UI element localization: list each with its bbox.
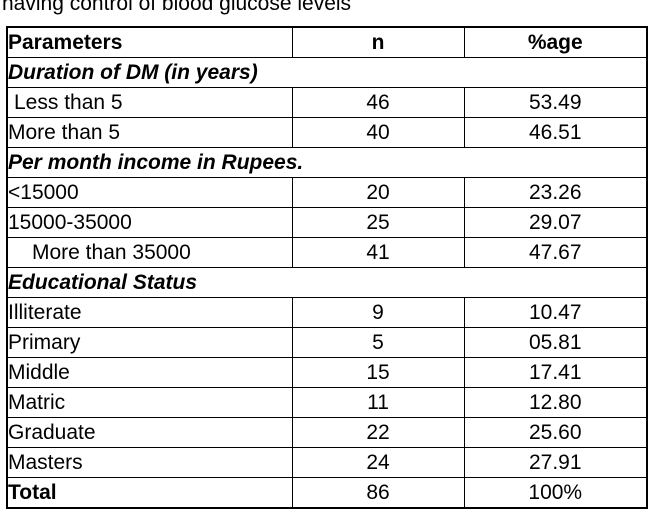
row-label: <15000 xyxy=(6,177,293,208)
row-n: 20 xyxy=(291,177,465,208)
row-n: 22 xyxy=(291,417,465,448)
row-percentage: 53.49 xyxy=(463,87,648,118)
section-row-education: Educational Status xyxy=(6,267,648,298)
parameters-table: Parameters n %age Duration of DM (in yea… xyxy=(6,26,648,509)
row-n: 25 xyxy=(291,207,465,238)
table-row: Less than 5 46 53.49 xyxy=(6,87,648,118)
header-n: n xyxy=(291,26,465,58)
row-percentage: 23.26 xyxy=(463,177,648,208)
row-label: Less than 5 xyxy=(6,87,293,118)
row-percentage: 46.51 xyxy=(463,117,648,148)
row-percentage: 47.67 xyxy=(463,237,648,268)
table-row: <15000 20 23.26 xyxy=(6,177,648,208)
row-percentage: 25.60 xyxy=(463,417,648,448)
row-percentage: 10.47 xyxy=(463,297,648,328)
row-n: 5 xyxy=(291,327,465,358)
row-percentage: 29.07 xyxy=(463,207,648,238)
table-row: Middle 15 17.41 xyxy=(6,357,648,388)
table-row: Matric 11 12.80 xyxy=(6,387,648,418)
row-n: 24 xyxy=(291,447,465,478)
row-percentage: 05.81 xyxy=(463,327,648,358)
row-label: 15000-35000 xyxy=(6,207,293,238)
row-label: Masters xyxy=(6,447,293,478)
row-label: Primary xyxy=(6,327,293,358)
row-percentage: 27.91 xyxy=(463,447,648,478)
header-percentage: %age xyxy=(463,26,648,58)
header-parameters: Parameters xyxy=(6,26,293,58)
row-label: Illiterate xyxy=(6,297,293,328)
table-row: Primary 5 05.81 xyxy=(6,327,648,358)
table-total-row: Total 86 100% xyxy=(6,477,648,509)
row-n: 46 xyxy=(291,87,465,118)
table-row: More than 35000 41 47.67 xyxy=(6,237,648,268)
row-label: More than 5 xyxy=(6,117,293,148)
table-caption: having control of blood glucose levels xyxy=(2,0,352,15)
row-n: 41 xyxy=(291,237,465,268)
section-row-income: Per month income in Rupees. xyxy=(6,147,648,178)
table-row: 15000-35000 25 29.07 xyxy=(6,207,648,238)
table-row: Masters 24 27.91 xyxy=(6,447,648,478)
total-percentage: 100% xyxy=(463,477,648,509)
table-row: Graduate 22 25.60 xyxy=(6,417,648,448)
row-n: 11 xyxy=(291,387,465,418)
row-percentage: 12.80 xyxy=(463,387,648,418)
total-n: 86 xyxy=(291,477,465,509)
section-row-duration: Duration of DM (in years) xyxy=(6,57,648,88)
section-title-education: Educational Status xyxy=(6,267,648,298)
table-row: More than 5 40 46.51 xyxy=(6,117,648,148)
section-title-income: Per month income in Rupees. xyxy=(6,147,648,178)
total-label: Total xyxy=(6,477,293,509)
row-label: More than 35000 xyxy=(6,237,293,268)
table-row: Illiterate 9 10.47 xyxy=(6,297,648,328)
row-n: 15 xyxy=(291,357,465,388)
table-header-row: Parameters n %age xyxy=(6,26,648,58)
row-label: Graduate xyxy=(6,417,293,448)
row-n: 40 xyxy=(291,117,465,148)
row-label: Matric xyxy=(6,387,293,418)
row-label: Middle xyxy=(6,357,293,388)
row-n: 9 xyxy=(291,297,465,328)
section-title-duration: Duration of DM (in years) xyxy=(6,57,648,88)
row-percentage: 17.41 xyxy=(463,357,648,388)
